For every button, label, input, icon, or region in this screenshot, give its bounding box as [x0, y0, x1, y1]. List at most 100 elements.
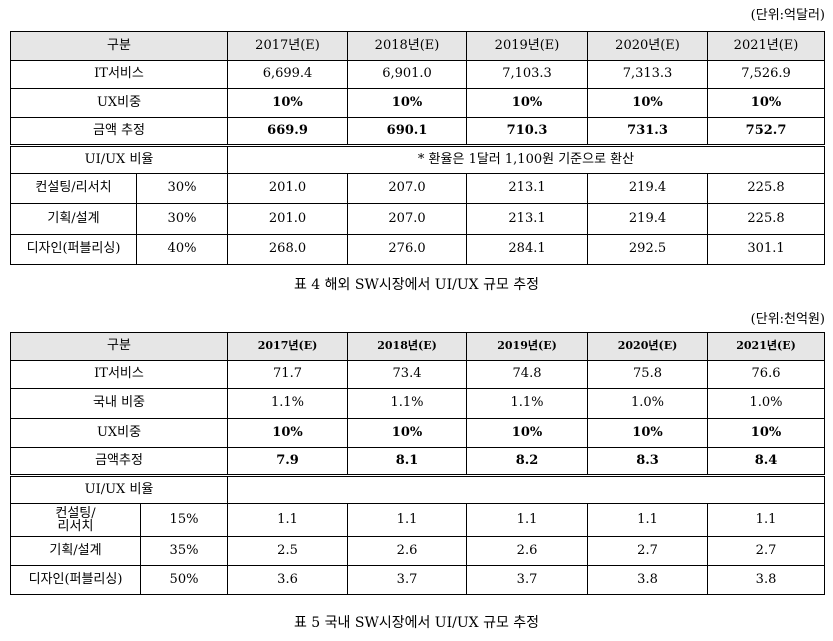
row-label: 디자인(퍼블리싱) [10, 234, 137, 265]
table-cell: 10% [466, 88, 589, 118]
overseas-ux-table: 구분 2017년(E) 2018년(E) 2019년(E) 2020년(E) 2… [9, 31, 826, 265]
table-cell: 219.4 [587, 203, 709, 235]
table-row: IT서비스 6,699.4 6,901.0 7,103.3 7,313.3 7,… [9, 60, 826, 89]
row-label: UX비중 [9, 418, 229, 448]
table-cell: 2.6 [347, 536, 468, 566]
ratio-label: UI/UX 비율 [9, 144, 229, 174]
table-cell: 10% [227, 418, 349, 448]
ratio-pct: 50% [139, 565, 229, 595]
table-cell: 10% [466, 418, 589, 448]
table-cell: 213.1 [466, 203, 589, 235]
row-label: 금액추정 [9, 447, 229, 476]
table-cell: 207.0 [347, 203, 468, 235]
table-cell: 690.1 [347, 117, 468, 146]
row-label: 컨설팅/ 리서치 [10, 503, 141, 537]
table-cell: 10% [347, 418, 468, 448]
exchange-rate-note: * 환율은 1달러 1,100원 기준으로 환산 [227, 144, 826, 174]
table-cell: 10% [587, 88, 709, 118]
ratio-row: UI/UX 비율 * 환율은 1달러 1,100원 기준으로 환산 [9, 144, 826, 174]
table-row: 금액추정 7.9 8.1 8.2 8.3 8.4 [9, 447, 826, 476]
table-cell: 201.0 [227, 173, 349, 204]
row-label: 국내 비중 [9, 388, 229, 419]
table-cell: 301.1 [707, 234, 826, 265]
row-label: UX비중 [9, 88, 229, 118]
table-row: 기획/설계 35% 2.5 2.6 2.6 2.7 2.7 [10, 536, 826, 566]
table-row: 국내 비중 1.1% 1.1% 1.1% 1.0% 1.0% [9, 388, 826, 419]
table-cell: 73.4 [347, 360, 468, 389]
table-cell: 10% [707, 418, 826, 448]
table-cell: 7.9 [227, 447, 349, 476]
table-cell: 10% [347, 88, 468, 118]
header-cell: 2018년(E) [347, 31, 468, 61]
header-cell: 구분 [9, 31, 229, 61]
table-cell: 2.7 [587, 536, 709, 566]
table-cell: 74.8 [466, 360, 589, 389]
table-cell: 1.0% [707, 388, 826, 419]
header-cell: 2017년(E) [227, 332, 349, 361]
table-cell: 3.6 [227, 565, 349, 595]
header-cell: 2021년(E) [707, 31, 826, 61]
ratio-pct: 30% [135, 203, 229, 235]
table-cell: 1.1 [227, 503, 349, 537]
table-cell: 3.7 [347, 565, 468, 595]
table-cell: 213.1 [466, 173, 589, 204]
header-cell: 2018년(E) [347, 332, 468, 361]
table-cell: 1.1 [707, 503, 826, 537]
row-label: 디자인(퍼블리싱) [10, 565, 141, 595]
header-cell: 2020년(E) [587, 31, 709, 61]
table-cell: 219.4 [587, 173, 709, 204]
ratio-label: UI/UX 비율 [9, 474, 229, 504]
row-label: 기획/설계 [10, 203, 137, 235]
row-label-line2: 리서치 [57, 519, 94, 534]
table-cell: 1.1% [347, 388, 468, 419]
table-cell: 292.5 [587, 234, 709, 265]
table-cell: 1.1 [466, 503, 589, 537]
header-cell: 2019년(E) [466, 31, 589, 61]
table-row: UX비중 10% 10% 10% 10% 10% [9, 418, 826, 448]
table-cell: 8.4 [707, 447, 826, 476]
table-cell: 8.3 [587, 447, 709, 476]
table-cell: 10% [227, 88, 349, 118]
table-cell: 225.8 [707, 203, 826, 235]
ratio-row: UI/UX 비율 [9, 474, 826, 504]
ratio-pct: 15% [139, 503, 229, 537]
table-cell: 8.2 [466, 447, 589, 476]
row-label: 금액 추정 [9, 117, 229, 146]
table-cell: 207.0 [347, 173, 468, 204]
row-label-line1: 컨설팅/ [55, 506, 96, 521]
table-cell: 669.9 [227, 117, 349, 146]
ratio-pct: 30% [135, 173, 229, 204]
table-cell: 71.7 [227, 360, 349, 389]
table2-caption: 표 5 국내 SW시장에서 UI/UX 규모 추정 [293, 615, 540, 631]
table-cell: 268.0 [227, 234, 349, 265]
table-cell: 76.6 [707, 360, 826, 389]
header-cell: 2019년(E) [466, 332, 589, 361]
header-cell: 2017년(E) [227, 31, 349, 61]
table-cell: 1.1 [347, 503, 468, 537]
table-cell: 3.8 [707, 565, 826, 595]
table-cell: 752.7 [707, 117, 826, 146]
table-row: 금액 추정 669.9 690.1 710.3 731.3 752.7 [9, 117, 826, 146]
table2-unit: (단위:천억원) [750, 312, 825, 327]
table-cell: 1.1% [227, 388, 349, 419]
table-cell: 1.0% [587, 388, 709, 419]
table-row: 기획/설계 30% 201.0 207.0 213.1 219.4 225.8 [10, 203, 826, 235]
table-cell: 225.8 [707, 173, 826, 204]
row-label: 기획/설계 [10, 536, 141, 566]
table-cell: 8.1 [347, 447, 468, 476]
table-cell: 276.0 [347, 234, 468, 265]
table-cell: 1.1 [587, 503, 709, 537]
table-cell: 3.7 [466, 565, 589, 595]
table-cell: 1.1% [466, 388, 589, 419]
table1-unit: (단위:억달러) [750, 8, 825, 23]
table-header-row: 구분 2017년(E) 2018년(E) 2019년(E) 2020년(E) 2… [9, 31, 826, 61]
table-row: IT서비스 71.7 73.4 74.8 75.8 76.6 [9, 360, 826, 389]
table-cell: 710.3 [466, 117, 589, 146]
table-header-row: 구분 2017년(E) 2018년(E) 2019년(E) 2020년(E) 2… [9, 332, 826, 361]
table-cell: 75.8 [587, 360, 709, 389]
table-cell: 6,901.0 [347, 60, 468, 89]
domestic-ux-table: 구분 2017년(E) 2018년(E) 2019년(E) 2020년(E) 2… [9, 332, 826, 595]
table-cell: 284.1 [466, 234, 589, 265]
table-row: 디자인(퍼블리싱) 50% 3.6 3.7 3.7 3.8 3.8 [10, 565, 826, 595]
table-cell: 731.3 [587, 117, 709, 146]
